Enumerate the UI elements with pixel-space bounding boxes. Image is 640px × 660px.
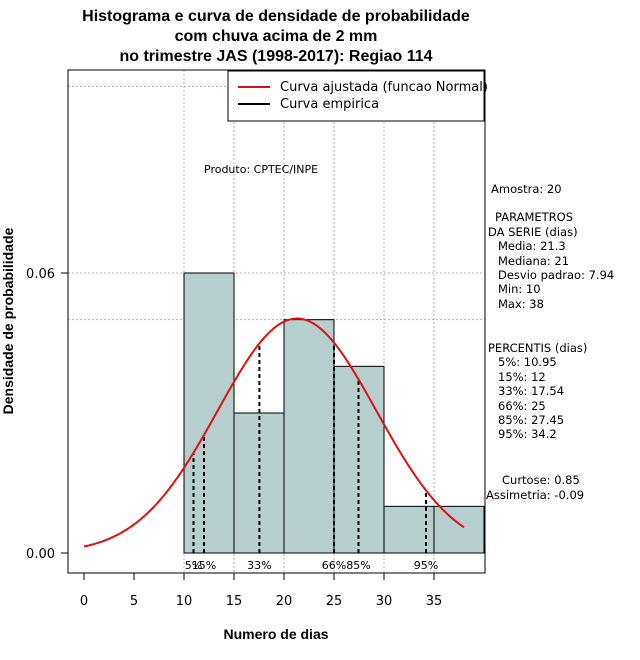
stat-min: Min: 10 — [498, 282, 541, 296]
y-tick-label: 0.00 — [26, 547, 55, 562]
x-axis-label: Numero de dias — [223, 626, 328, 642]
percentile-labels: 5%15% 33% 66% 85% 95% — [185, 559, 438, 572]
x-tick-label: 20 — [276, 594, 293, 609]
y-tick-label: 0.06 — [26, 267, 55, 282]
percentile-66: 66%: 25 — [498, 399, 546, 413]
stat-kurtosis: Curtose: 0.85 — [502, 473, 580, 487]
percentile-15: 15%: 12 — [498, 370, 546, 384]
x-axis: 0 5 10 15 20 25 30 35 — [80, 572, 443, 609]
x-tick-label: 5 — [130, 594, 138, 609]
x-tick-label: 15 — [226, 594, 243, 609]
chart-title-line-3: no trimestre JAS (1998-2017): Regiao 114 — [119, 48, 432, 65]
params-header-2: DA SERIE (dias) — [488, 225, 578, 239]
percentile-label: 66% — [322, 559, 346, 572]
percentile-label: 15% — [192, 559, 216, 572]
x-tick-label: 0 — [80, 594, 88, 609]
x-tick-label: 30 — [376, 594, 393, 609]
percentile-85: 85%: 27.45 — [498, 413, 564, 427]
stat-sd: Desvio padrao: 7.94 — [498, 268, 614, 282]
percentile-label: 5% — [185, 559, 202, 572]
stat-skewness: Assimetria: -0.09 — [486, 488, 584, 502]
product-annotation: Produto: CPTEC/INPE — [204, 163, 318, 176]
legend: Curva ajustada (funcao Normal) Curva emp… — [227, 70, 488, 122]
percentile-33: 33%: 17.54 — [498, 384, 564, 398]
chart-title-line-2: com chuva acima de 2 mm — [175, 28, 378, 45]
histogram-bar — [433, 505, 485, 554]
percentile-5: 5%: 10.95 — [498, 355, 557, 369]
histogram-bar — [283, 319, 335, 554]
stat-mean: Media: 21.3 — [498, 239, 566, 253]
params-header-1: PARAMETROS — [495, 210, 573, 224]
percentile-label: 95% — [414, 559, 438, 572]
chart-title-line-1: Histograma e curva de densidade de proba… — [82, 8, 470, 25]
side-panel: Amostra: 20 PARAMETROS DA SERIE (dias) M… — [486, 182, 614, 502]
normal-curve — [83, 317, 465, 548]
x-tick-label: 35 — [426, 594, 443, 609]
legend-label-normal: Curva ajustada (funcao Normal) — [280, 80, 488, 95]
legend-box — [227, 70, 485, 122]
y-axis: 0.00 0.06 — [26, 267, 69, 562]
x-tick-label: 25 — [326, 594, 343, 609]
stat-max: Max: 38 — [498, 297, 544, 311]
percentiles-header: PERCENTIS (dias) — [488, 341, 587, 355]
percentile-lines — [192, 342, 427, 553]
percentile-label: 85% — [346, 559, 370, 572]
legend-label-empirical: Curva empirica — [280, 97, 379, 112]
y-axis-label: Densidade de probabilidade — [0, 227, 16, 414]
percentile-95: 95%: 34.2 — [498, 427, 557, 441]
sample-size: Amostra: 20 — [491, 182, 562, 196]
x-tick-label: 10 — [176, 594, 193, 609]
percentile-label: 33% — [247, 559, 271, 572]
stat-median: Mediana: 21 — [498, 254, 569, 268]
histogram-bar — [183, 272, 235, 554]
